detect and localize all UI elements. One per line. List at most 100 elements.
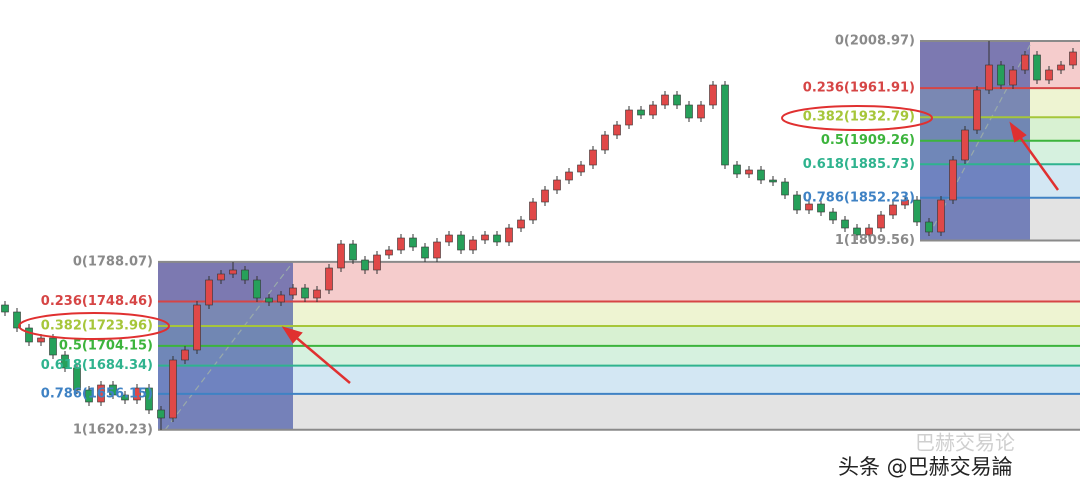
candle-body [229, 269, 237, 275]
candle-body [1009, 69, 1017, 86]
candle-body [241, 269, 249, 281]
fib-level-label: 0.382(1932.79) [803, 110, 915, 125]
candle-body [781, 181, 789, 196]
candle-body [61, 354, 69, 369]
candle-body [409, 237, 417, 248]
candle-body [133, 387, 141, 401]
fib-level-label: 0.236(1748.46) [41, 294, 153, 309]
candle-body [421, 246, 429, 259]
trend-line [928, 44, 1031, 236]
fib-zone [158, 345, 1080, 366]
candle-body [853, 227, 861, 236]
candle-body [85, 389, 93, 403]
candle-body [217, 273, 225, 281]
fib-level-label: 0.382(1723.96) [41, 319, 153, 334]
candle-body [25, 327, 33, 343]
fib-level-label: 0.618(1885.73) [803, 157, 915, 172]
candle-body [937, 199, 945, 233]
candle-body [793, 194, 801, 211]
candle-body [601, 134, 609, 151]
fib-level-label: 0.618(1684.34) [41, 358, 153, 373]
candle-body [361, 259, 369, 271]
candle-body [973, 89, 981, 131]
candle-body [457, 234, 465, 251]
candle-body [529, 201, 537, 221]
candle-body [997, 64, 1005, 86]
candle-body [73, 367, 81, 391]
candle-body [553, 179, 561, 191]
candle-body [757, 169, 765, 181]
candle-body [349, 243, 357, 261]
candle-body [829, 211, 837, 221]
candle-body [661, 94, 669, 106]
candle-body [289, 287, 297, 296]
candle-body [565, 171, 573, 181]
candle-body [721, 84, 729, 166]
candle-body [1069, 51, 1077, 66]
fib-level-label: 0(1788.07) [73, 254, 153, 269]
candle-body [265, 297, 273, 303]
annotations [18, 105, 1060, 384]
candle-body [685, 104, 693, 119]
candle-body [445, 234, 453, 243]
candle-body [337, 243, 345, 269]
candle-body [913, 199, 921, 223]
candle-body [745, 169, 753, 175]
candle-body [1021, 54, 1029, 71]
arrow-head [281, 326, 303, 344]
candle-body [733, 164, 741, 175]
fib-zones [158, 41, 1080, 430]
candle-body [505, 227, 513, 243]
candle-body [577, 164, 585, 173]
candle-body [961, 129, 969, 161]
fib-level-label: 1(1809.56) [835, 233, 915, 248]
candle-body [925, 221, 933, 233]
fib-zone [158, 393, 1080, 430]
candle-body [277, 294, 285, 303]
highlight-ellipse [18, 312, 170, 340]
candle-body [433, 241, 441, 259]
candles [1, 41, 1077, 430]
candle-body [541, 189, 549, 203]
candle-body [385, 249, 393, 256]
watermark: 头条 @巴赫交易論 [838, 455, 1013, 479]
arrow-head [1009, 121, 1027, 143]
candle-body [817, 203, 825, 213]
candle-body [109, 384, 117, 396]
candle-body [397, 237, 405, 251]
candle-body [181, 349, 189, 361]
candle-body [157, 409, 165, 419]
candle-body [589, 149, 597, 166]
candle-body [769, 179, 777, 183]
candle-body [1045, 69, 1053, 81]
candle-body [985, 64, 993, 91]
fib-level-label: 0.236(1961.91) [803, 81, 915, 96]
candle-body [697, 104, 705, 119]
candle-body [481, 234, 489, 241]
candle-body [625, 109, 633, 126]
candle-body [49, 337, 57, 356]
candle-body [709, 84, 717, 106]
watermark-faded: 巴赫交易论 [915, 431, 1015, 455]
candle-body [121, 394, 129, 401]
candle-body [301, 287, 309, 299]
candle-body [865, 227, 873, 236]
fib-zone [158, 326, 1080, 346]
fib-zone [158, 301, 1080, 327]
fib-zone [158, 261, 1080, 302]
fib-lines [158, 40, 1080, 431]
candle-body [637, 109, 645, 116]
candle-body [493, 234, 501, 243]
candle-body [97, 384, 105, 403]
candle-body [517, 219, 525, 229]
candle-body [901, 199, 909, 206]
candle-body [673, 94, 681, 106]
candle-body [877, 214, 885, 229]
candle-body [313, 289, 321, 299]
candle-body [373, 254, 381, 271]
candle-body [805, 203, 813, 211]
candle-body [37, 337, 45, 343]
fib-zone [158, 365, 1080, 394]
